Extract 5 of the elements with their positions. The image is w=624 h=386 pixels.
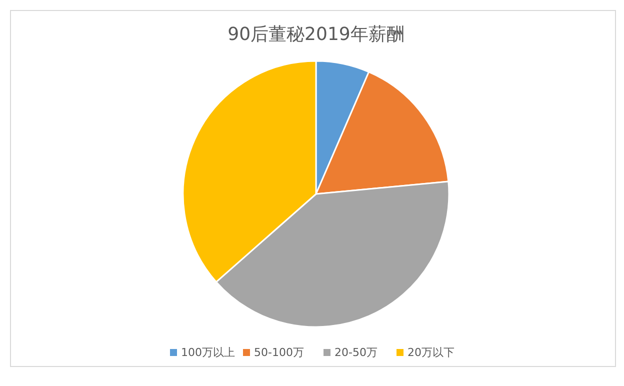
chart-title: 90后董秘2019年薪酬 <box>228 24 404 45</box>
legend-label: 100万以上 <box>181 346 235 359</box>
legend-label: 50-100万 <box>254 346 304 359</box>
legend-label: 20万以下 <box>408 346 454 359</box>
legend-label: 20-50万 <box>334 346 378 359</box>
